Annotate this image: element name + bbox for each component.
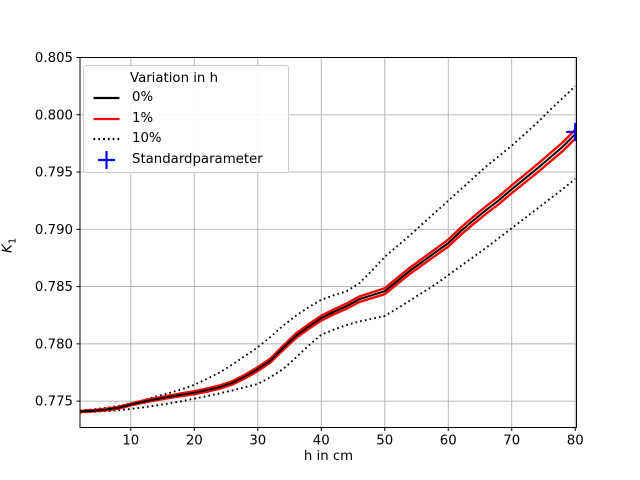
axes-spines xyxy=(79,57,577,428)
curve-0pct xyxy=(80,133,576,413)
x-tick-label-10: 10 xyxy=(122,434,139,449)
legend-item-standardparameter: Standardparameter xyxy=(84,150,288,171)
x-tick-label-60: 60 xyxy=(440,434,457,449)
legend-swatch-plus-marker-icon xyxy=(98,151,115,170)
y-tick-label-0.805: 0.805 xyxy=(35,51,73,66)
legend-swatch-solid-red-line xyxy=(93,117,120,120)
y-tick-label-0.8: 0.800 xyxy=(35,108,73,123)
legend-item-1pct: 1% xyxy=(84,109,288,130)
y-tick-label-0.79: 0.790 xyxy=(35,223,73,238)
x-tick-label-40: 40 xyxy=(313,434,330,449)
legend-label: 10% xyxy=(132,131,162,147)
x-tick-label-50: 50 xyxy=(376,434,393,449)
curve-10pct-lower xyxy=(80,178,576,414)
legend-label: 1% xyxy=(132,110,154,126)
y-tick-label-0.785: 0.785 xyxy=(35,280,73,295)
curve-1pct-lower xyxy=(80,137,577,414)
legend-plus-sample xyxy=(98,151,115,170)
y-axis-label-subscript: 1 xyxy=(7,237,19,245)
y-axis-label: K1 xyxy=(0,207,18,283)
legend-title: Variation in h xyxy=(130,71,218,86)
curves-group xyxy=(80,85,577,414)
y-tick-label-0.795: 0.795 xyxy=(35,166,73,181)
legend-swatch-dotted-black-line xyxy=(93,138,120,141)
legend-label: Standardparameter xyxy=(132,151,263,167)
legend-label: 0% xyxy=(132,90,154,105)
x-tick-label-30: 30 xyxy=(249,434,266,449)
y-axis-label-base: K xyxy=(0,244,16,253)
x-axis-label: h in cm xyxy=(303,449,354,464)
y-tick-label-0.78: 0.780 xyxy=(35,337,73,352)
standardparameter-marker xyxy=(566,122,577,141)
x-tick-label-70: 70 xyxy=(503,434,520,449)
x-tick-label-20: 20 xyxy=(186,434,203,449)
curve-1pct-upper xyxy=(80,128,577,413)
y-tick-label-0.775: 0.775 xyxy=(35,395,73,410)
legend-box: Variation in h 0% 1% 10% Standardparamet… xyxy=(83,65,289,173)
legend-item-10pct: 10% xyxy=(84,129,288,150)
legend-item-0pct: 0% xyxy=(84,88,288,109)
legend-swatch-solid-black-line xyxy=(93,97,120,100)
x-tick-label-80: 80 xyxy=(567,434,584,449)
